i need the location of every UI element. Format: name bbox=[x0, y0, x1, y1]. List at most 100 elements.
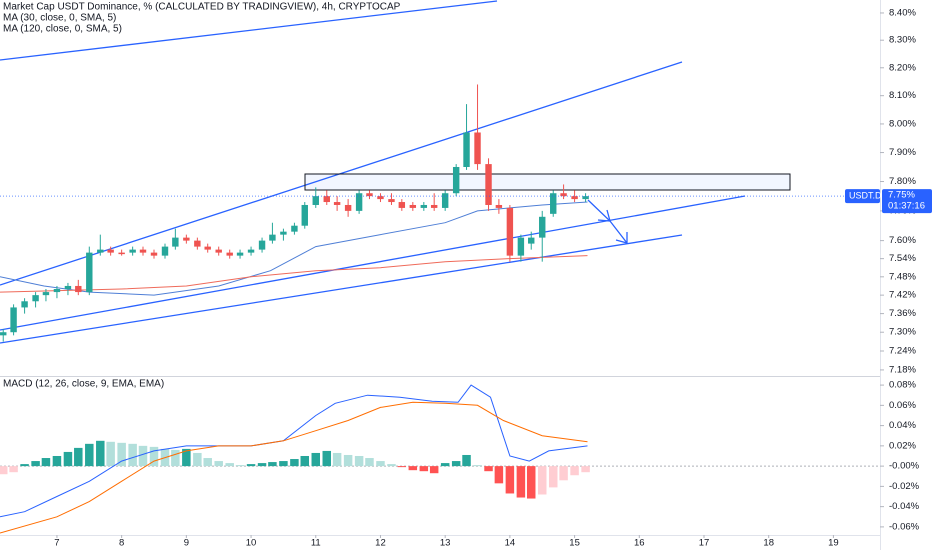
trend-line bbox=[0, 0, 498, 61]
y-tick-label: 7.54% bbox=[889, 253, 916, 264]
candle-body bbox=[528, 237, 535, 244]
macd-line bbox=[0, 384, 588, 518]
drawings bbox=[0, 0, 791, 344]
histogram-bar bbox=[548, 466, 558, 488]
trend-line bbox=[0, 234, 683, 344]
histogram-bar bbox=[279, 461, 288, 467]
moving-average-line bbox=[0, 255, 588, 293]
candle-body bbox=[194, 240, 201, 247]
histogram-bar bbox=[20, 464, 29, 467]
y-tick-label: 0.06% bbox=[889, 400, 916, 411]
candle-body bbox=[388, 199, 395, 203]
candle-body bbox=[550, 193, 557, 214]
x-tick-label: 19 bbox=[828, 538, 839, 549]
candle-body bbox=[118, 252, 125, 255]
histogram-bar bbox=[354, 455, 364, 467]
candle-body bbox=[291, 225, 298, 232]
zone-rectangle bbox=[304, 173, 791, 191]
histogram-bar bbox=[257, 463, 267, 467]
candle-body bbox=[560, 193, 567, 197]
candle-body bbox=[280, 231, 287, 235]
candle-body bbox=[183, 237, 190, 241]
histogram-bar bbox=[397, 466, 407, 468]
histogram-bar bbox=[203, 458, 212, 467]
x-tick-label: 18 bbox=[763, 538, 774, 549]
last-price-tag bbox=[882, 189, 932, 214]
histogram-bar bbox=[96, 440, 105, 467]
x-tick-label: 14 bbox=[505, 538, 516, 549]
arrow-head bbox=[615, 232, 628, 244]
histogram-bar bbox=[85, 443, 94, 467]
candle-body bbox=[333, 202, 341, 205]
symbol-tag bbox=[845, 189, 880, 204]
histogram-bar bbox=[225, 463, 234, 467]
y-tick-label: 8.30% bbox=[889, 35, 916, 46]
histogram-bar bbox=[505, 466, 515, 494]
y-tick-label: 7.90% bbox=[889, 147, 916, 158]
x-tick-label: 13 bbox=[440, 538, 451, 549]
histogram-bar bbox=[365, 458, 374, 467]
candle-body bbox=[226, 252, 233, 256]
histogram-bar bbox=[526, 466, 536, 499]
y-tick-label: -0.06% bbox=[889, 521, 920, 532]
candle-body bbox=[301, 204, 308, 226]
x-tick-label: 7 bbox=[54, 538, 59, 549]
macd-line bbox=[0, 401, 588, 534]
y-tick-label: 7.18% bbox=[889, 364, 916, 375]
candle-body bbox=[258, 240, 266, 250]
histogram-bar bbox=[117, 442, 126, 467]
histogram-bar bbox=[376, 461, 385, 467]
candle-body bbox=[247, 249, 255, 253]
candle-body bbox=[571, 196, 578, 200]
candle-body bbox=[269, 234, 276, 241]
y-tick-label: 8.40% bbox=[889, 7, 916, 18]
trend-line bbox=[0, 195, 746, 331]
candle-body bbox=[366, 193, 373, 197]
candle-body bbox=[215, 249, 222, 253]
candle-body bbox=[355, 193, 363, 211]
histogram-bar bbox=[462, 454, 471, 467]
histogram-bar bbox=[343, 454, 353, 467]
candle-body bbox=[32, 295, 39, 302]
histogram-bar bbox=[138, 445, 148, 467]
candle-body bbox=[398, 202, 406, 208]
candle-body bbox=[10, 307, 17, 333]
histogram-bar bbox=[322, 450, 332, 467]
candle-body bbox=[150, 252, 158, 256]
x-tick-label: 16 bbox=[634, 538, 645, 549]
histogram-bar bbox=[451, 461, 461, 467]
histogram-bar bbox=[52, 455, 62, 467]
candle-body bbox=[86, 252, 93, 293]
histogram-bar bbox=[387, 464, 396, 467]
candle-body bbox=[441, 193, 449, 208]
histogram-bar bbox=[268, 462, 277, 467]
y-tick-label: 7.36% bbox=[889, 308, 916, 319]
histogram-bar bbox=[171, 449, 180, 467]
candle-body bbox=[539, 216, 546, 238]
candle-body bbox=[53, 289, 61, 293]
y-tick-label: -0.00% bbox=[889, 461, 920, 472]
histogram-bar bbox=[300, 455, 310, 467]
histogram-bar bbox=[290, 459, 299, 467]
candle-body bbox=[204, 246, 211, 250]
histogram-bar bbox=[74, 447, 83, 467]
y-tick-label: 7.48% bbox=[889, 271, 916, 282]
histogram-bar bbox=[473, 465, 482, 467]
arrow-head bbox=[597, 209, 611, 222]
candle-body bbox=[409, 204, 417, 208]
y-tick-label: 7.30% bbox=[889, 327, 916, 338]
candle-body bbox=[506, 207, 514, 256]
indicator-title: MACD (12, 26, close, 9, EMA, EMA) bbox=[3, 379, 164, 390]
candle-body bbox=[0, 332, 7, 336]
candle-body bbox=[172, 237, 179, 247]
y-tick-label: 8.10% bbox=[889, 90, 916, 101]
x-tick-label: 15 bbox=[569, 538, 580, 549]
legend-entry: MA (120, close, 0, SMA, 5) bbox=[3, 24, 122, 35]
histogram-bar bbox=[570, 466, 579, 476]
candle-body bbox=[452, 166, 460, 194]
histogram-bar bbox=[128, 443, 137, 467]
candle-body bbox=[517, 237, 525, 256]
histogram-bar bbox=[516, 466, 526, 498]
histogram-bar bbox=[484, 466, 493, 472]
